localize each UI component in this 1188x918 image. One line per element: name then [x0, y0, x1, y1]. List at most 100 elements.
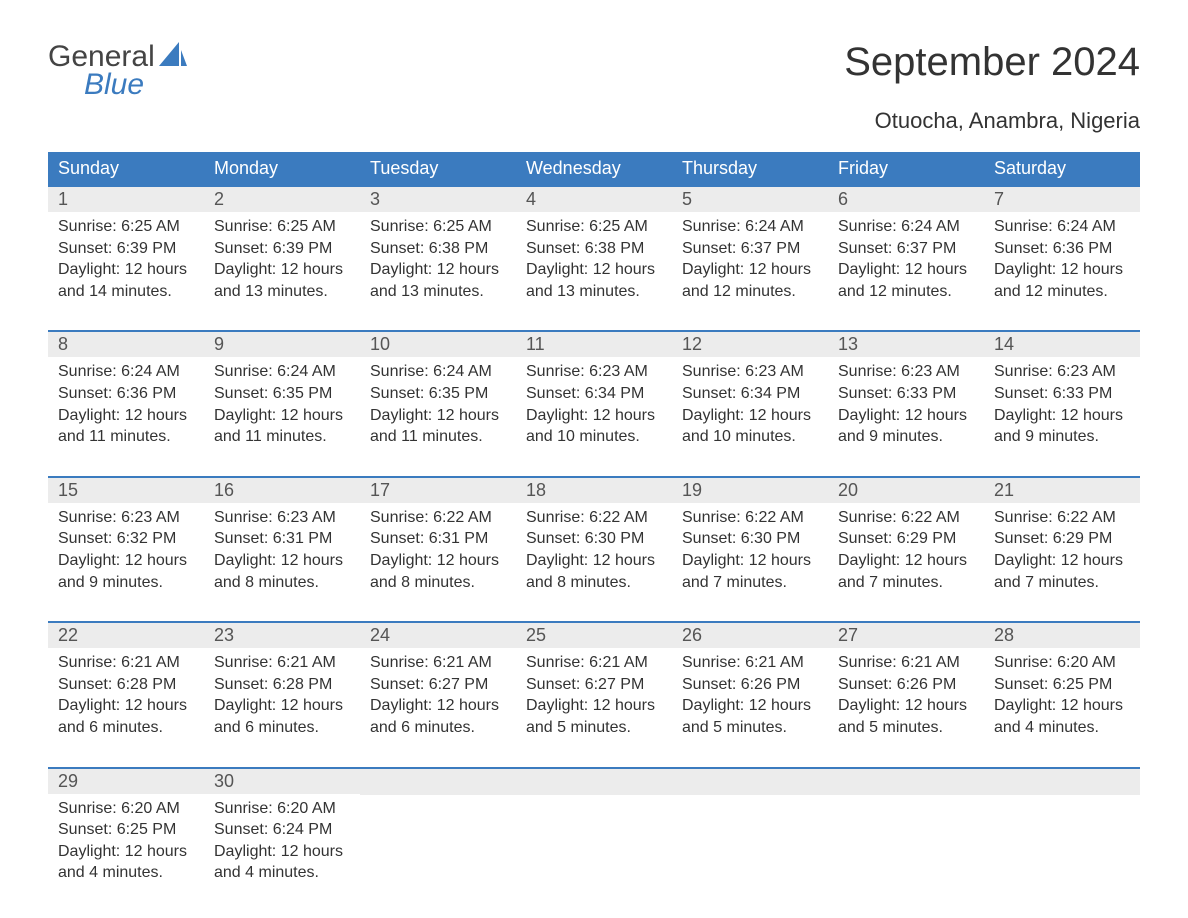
day-number: 28 [984, 623, 1140, 648]
sunset-text: Sunset: 6:35 PM [214, 383, 350, 405]
calendar-day-cell: 19Sunrise: 6:22 AMSunset: 6:30 PMDayligh… [672, 477, 828, 622]
sunset-text: Sunset: 6:36 PM [58, 383, 194, 405]
sunrise-text: Sunrise: 6:24 AM [838, 216, 974, 238]
daylight-text: and 7 minutes. [994, 572, 1130, 594]
calendar-day-cell: 26Sunrise: 6:21 AMSunset: 6:26 PMDayligh… [672, 622, 828, 767]
calendar-day-cell: 1Sunrise: 6:25 AMSunset: 6:39 PMDaylight… [48, 186, 204, 331]
daylight-text: and 9 minutes. [838, 426, 974, 448]
daylight-text: Daylight: 12 hours [994, 405, 1130, 427]
day-number: 22 [48, 623, 204, 648]
day-content: Sunrise: 6:23 AMSunset: 6:31 PMDaylight:… [204, 503, 360, 621]
daylight-text: Daylight: 12 hours [58, 259, 194, 281]
sunrise-text: Sunrise: 6:25 AM [58, 216, 194, 238]
sunrise-text: Sunrise: 6:24 AM [994, 216, 1130, 238]
day-content: Sunrise: 6:24 AMSunset: 6:35 PMDaylight:… [204, 357, 360, 475]
daylight-text: and 13 minutes. [370, 281, 506, 303]
day-content: Sunrise: 6:21 AMSunset: 6:26 PMDaylight:… [828, 648, 984, 766]
sunrise-text: Sunrise: 6:21 AM [370, 652, 506, 674]
sunset-text: Sunset: 6:39 PM [214, 238, 350, 260]
sunset-text: Sunset: 6:38 PM [526, 238, 662, 260]
daylight-text: Daylight: 12 hours [370, 695, 506, 717]
daylight-text: and 11 minutes. [370, 426, 506, 448]
day-content: Sunrise: 6:25 AMSunset: 6:39 PMDaylight:… [48, 212, 204, 330]
sunset-text: Sunset: 6:28 PM [58, 674, 194, 696]
sunrise-text: Sunrise: 6:25 AM [526, 216, 662, 238]
daylight-text: and 12 minutes. [682, 281, 818, 303]
daylight-text: and 5 minutes. [838, 717, 974, 739]
sunrise-text: Sunrise: 6:20 AM [994, 652, 1130, 674]
daylight-text: Daylight: 12 hours [838, 259, 974, 281]
sunset-text: Sunset: 6:29 PM [994, 528, 1130, 550]
day-number: 12 [672, 332, 828, 357]
day-number: 9 [204, 332, 360, 357]
day-number: 5 [672, 187, 828, 212]
daylight-text: Daylight: 12 hours [58, 405, 194, 427]
calendar-week-row: 22Sunrise: 6:21 AMSunset: 6:28 PMDayligh… [48, 622, 1140, 767]
logo-text-blue: Blue [84, 68, 144, 102]
day-number: 21 [984, 478, 1140, 503]
day-number: 18 [516, 478, 672, 503]
day-number-empty [516, 769, 672, 795]
daylight-text: Daylight: 12 hours [526, 550, 662, 572]
day-content: Sunrise: 6:23 AMSunset: 6:34 PMDaylight:… [672, 357, 828, 475]
day-content: Sunrise: 6:23 AMSunset: 6:34 PMDaylight:… [516, 357, 672, 475]
daylight-text: Daylight: 12 hours [838, 550, 974, 572]
day-number: 24 [360, 623, 516, 648]
day-content: Sunrise: 6:23 AMSunset: 6:33 PMDaylight:… [984, 357, 1140, 475]
day-number: 7 [984, 187, 1140, 212]
daylight-text: and 6 minutes. [58, 717, 194, 739]
day-header: Monday [204, 152, 360, 186]
day-content: Sunrise: 6:23 AMSunset: 6:32 PMDaylight:… [48, 503, 204, 621]
sunset-text: Sunset: 6:27 PM [526, 674, 662, 696]
sunset-text: Sunset: 6:34 PM [526, 383, 662, 405]
day-content: Sunrise: 6:23 AMSunset: 6:33 PMDaylight:… [828, 357, 984, 475]
brand-logo: General Blue [48, 40, 187, 102]
sunrise-text: Sunrise: 6:21 AM [58, 652, 194, 674]
daylight-text: and 8 minutes. [526, 572, 662, 594]
sunset-text: Sunset: 6:24 PM [214, 819, 350, 841]
sunset-text: Sunset: 6:38 PM [370, 238, 506, 260]
calendar-empty-cell [360, 768, 516, 912]
sunrise-text: Sunrise: 6:21 AM [526, 652, 662, 674]
calendar-empty-cell [516, 768, 672, 912]
calendar-day-cell: 16Sunrise: 6:23 AMSunset: 6:31 PMDayligh… [204, 477, 360, 622]
daylight-text: and 11 minutes. [214, 426, 350, 448]
day-number: 14 [984, 332, 1140, 357]
sunrise-text: Sunrise: 6:23 AM [682, 361, 818, 383]
sunrise-text: Sunrise: 6:21 AM [214, 652, 350, 674]
daylight-text: Daylight: 12 hours [682, 259, 818, 281]
calendar-day-cell: 10Sunrise: 6:24 AMSunset: 6:35 PMDayligh… [360, 331, 516, 476]
sunset-text: Sunset: 6:36 PM [994, 238, 1130, 260]
day-number: 17 [360, 478, 516, 503]
day-header: Sunday [48, 152, 204, 186]
sunrise-text: Sunrise: 6:25 AM [214, 216, 350, 238]
sunset-text: Sunset: 6:33 PM [838, 383, 974, 405]
calendar-day-cell: 17Sunrise: 6:22 AMSunset: 6:31 PMDayligh… [360, 477, 516, 622]
day-number: 11 [516, 332, 672, 357]
day-number: 25 [516, 623, 672, 648]
calendar-day-cell: 7Sunrise: 6:24 AMSunset: 6:36 PMDaylight… [984, 186, 1140, 331]
day-content: Sunrise: 6:24 AMSunset: 6:37 PMDaylight:… [828, 212, 984, 330]
sunrise-text: Sunrise: 6:22 AM [370, 507, 506, 529]
day-header: Saturday [984, 152, 1140, 186]
daylight-text: and 6 minutes. [370, 717, 506, 739]
day-number: 10 [360, 332, 516, 357]
calendar-empty-cell [828, 768, 984, 912]
daylight-text: and 12 minutes. [838, 281, 974, 303]
sunset-text: Sunset: 6:25 PM [994, 674, 1130, 696]
calendar-day-cell: 12Sunrise: 6:23 AMSunset: 6:34 PMDayligh… [672, 331, 828, 476]
calendar-empty-cell [672, 768, 828, 912]
day-number-empty [828, 769, 984, 795]
sunset-text: Sunset: 6:25 PM [58, 819, 194, 841]
day-number: 20 [828, 478, 984, 503]
day-content: Sunrise: 6:25 AMSunset: 6:39 PMDaylight:… [204, 212, 360, 330]
calendar-day-cell: 14Sunrise: 6:23 AMSunset: 6:33 PMDayligh… [984, 331, 1140, 476]
daylight-text: and 4 minutes. [994, 717, 1130, 739]
daylight-text: Daylight: 12 hours [214, 405, 350, 427]
sunset-text: Sunset: 6:32 PM [58, 528, 194, 550]
daylight-text: and 9 minutes. [58, 572, 194, 594]
sunrise-text: Sunrise: 6:21 AM [838, 652, 974, 674]
calendar-table: Sunday Monday Tuesday Wednesday Thursday… [48, 152, 1140, 912]
day-number: 29 [48, 769, 204, 794]
daylight-text: Daylight: 12 hours [994, 695, 1130, 717]
